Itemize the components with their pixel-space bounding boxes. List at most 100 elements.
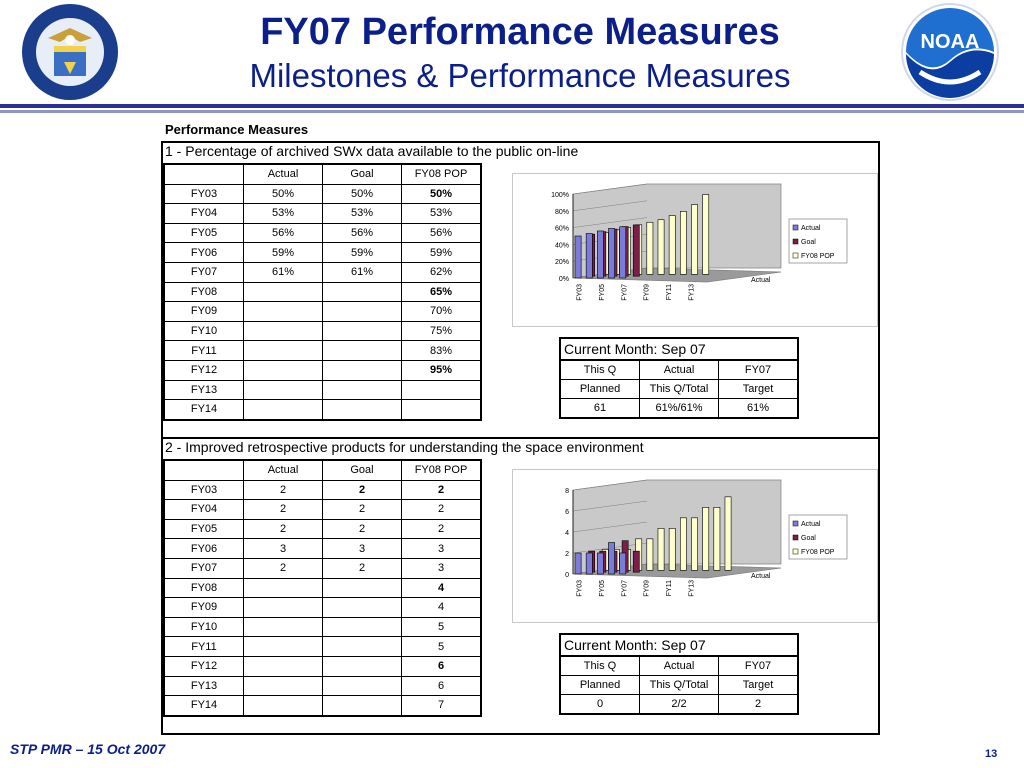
cm-header-this-q: This Q <box>559 655 640 676</box>
header-cell: Goal <box>322 459 402 481</box>
fy-cell: FY05 <box>163 518 244 540</box>
chart-x-tick-label: FY07 <box>621 284 628 301</box>
pop-cell: 5 <box>401 616 482 638</box>
fy-cell: FY10 <box>163 320 244 342</box>
table-header-row: Actual Goal FY08 POP <box>163 163 482 185</box>
actual-cell: 2 <box>243 499 323 520</box>
actual-cell: 53% <box>243 203 323 224</box>
pop-cell: 5 <box>401 636 482 657</box>
pop-cell: 59% <box>401 242 482 263</box>
fy-cell: FY06 <box>163 538 244 559</box>
table-row: FY12 95% <box>163 359 482 381</box>
cm-header-actual: Actual <box>639 655 719 676</box>
goal-cell <box>322 281 402 303</box>
chart-bar <box>702 194 710 275</box>
actual-cell <box>243 399 323 421</box>
chart-legend-label: Actual <box>801 521 821 528</box>
actual-cell <box>243 577 323 599</box>
current-month-label: Current Month: Sep 07 <box>560 634 798 657</box>
measure-table: Actual Goal FY08 POP FY03 2 2 2 FY04 2 2 2 FY0… <box>163 459 482 717</box>
header-cell: FY08 POP <box>401 163 482 185</box>
goal-cell: 2 <box>322 518 402 540</box>
actual-cell <box>243 320 323 342</box>
cm-value: 61% <box>718 398 799 419</box>
goal-cell <box>322 597 402 618</box>
chart-bar <box>597 552 604 575</box>
fy-cell: FY05 <box>163 222 244 244</box>
table-header-row: Actual Goal FY08 POP <box>163 459 482 481</box>
table-row: FY11 83% <box>163 340 482 361</box>
current-month-row: 61 61%/61% 61% <box>559 398 799 419</box>
chart-bar <box>668 215 676 275</box>
chart-y-tick-label: 40% <box>555 242 569 249</box>
fy-cell: FY03 <box>163 479 244 501</box>
fy-cell: FY04 <box>163 499 244 520</box>
table-row: FY14 7 <box>163 695 482 717</box>
chart-2-box: 0 2 4 6 8 FY03 FY05 FY07 FY09 FY11 FY13 Actual Actua… <box>512 469 878 623</box>
table-row: FY09 4 <box>163 597 482 618</box>
pop-cell: 7 <box>401 695 482 717</box>
chart-1: 0% 20% 40% 60% 80% 100% FY03 FY05 FY07 FY09 FY11 FY… <box>551 183 848 301</box>
goal-cell <box>322 577 402 599</box>
chart-legend-swatch <box>792 238 799 245</box>
chart-y-tick-label: 20% <box>555 259 569 266</box>
fy-cell: FY13 <box>163 379 244 401</box>
goal-cell <box>322 695 402 717</box>
cm-value: 2 <box>718 694 799 715</box>
table-row: FY13 <box>163 379 482 401</box>
chart-legend-label: FY08 POP <box>801 253 835 260</box>
actual-cell <box>243 359 323 381</box>
header-cell: FY08 POP <box>401 459 482 481</box>
noaa-logo-text: NOAA <box>921 31 980 53</box>
table-row: FY08 4 <box>163 577 482 599</box>
chart-bar <box>597 230 604 279</box>
actual-cell <box>243 655 323 677</box>
header-cell <box>163 163 244 185</box>
chart-legend <box>788 514 848 560</box>
cm-sub-planned: Planned <box>559 379 640 399</box>
actual-cell <box>243 675 323 697</box>
chart-x-tick-label: FY13 <box>688 580 695 597</box>
chart-legend-label: Goal <box>801 535 816 542</box>
chart-gridline <box>572 500 648 512</box>
section-label: Performance Measures <box>165 122 309 137</box>
cm-value: 61%/61% <box>639 398 719 419</box>
pop-cell: 50% <box>401 183 482 205</box>
pop-cell: 2 <box>401 518 482 540</box>
chart-legend-label: Actual <box>801 225 821 232</box>
actual-cell <box>243 301 323 322</box>
pop-cell <box>401 399 482 421</box>
actual-cell: 2 <box>243 557 323 579</box>
slide-subtitle: Milestones & Performance Measures <box>249 57 791 94</box>
chart-depth-label: Actual <box>751 277 771 284</box>
chart-gridline <box>572 479 648 491</box>
chart-legend-swatch <box>792 224 799 231</box>
current-month-row: 0 2/2 2 <box>559 694 799 715</box>
fy-cell: FY09 <box>163 597 244 618</box>
table-row: FY05 2 2 2 <box>163 518 482 540</box>
chart-bar <box>646 538 654 571</box>
fy-cell: FY11 <box>163 636 244 657</box>
chart-gridline <box>572 521 648 533</box>
fy-cell: FY11 <box>163 340 244 361</box>
actual-cell: 61% <box>243 261 323 283</box>
chart-x-tick-label: FY07 <box>621 580 628 597</box>
cm-header-fy07: FY07 <box>718 655 799 676</box>
chart-gridline <box>572 217 648 228</box>
fy-cell: FY07 <box>163 557 244 579</box>
chart-x-tick-label: FY11 <box>666 580 673 596</box>
measure-panel-1: 1 - Percentage of archived SWx data avai… <box>161 141 880 439</box>
chart-bar <box>585 552 593 575</box>
current-month-row: This Q Actual FY07 <box>559 655 799 676</box>
chart-y-tick-label: 80% <box>555 209 569 216</box>
table-row: FY04 2 2 2 <box>163 499 482 520</box>
pop-cell: 4 <box>401 577 482 599</box>
chart-legend-swatch <box>792 534 799 541</box>
goal-cell <box>322 359 402 381</box>
chart-y-tick-label: 60% <box>555 226 569 233</box>
goal-cell: 59% <box>322 242 402 263</box>
table-row: FY05 56% 56% 56% <box>163 222 482 244</box>
pop-cell: 2 <box>401 499 482 520</box>
pop-cell: 70% <box>401 301 482 322</box>
actual-cell: 2 <box>243 479 323 501</box>
